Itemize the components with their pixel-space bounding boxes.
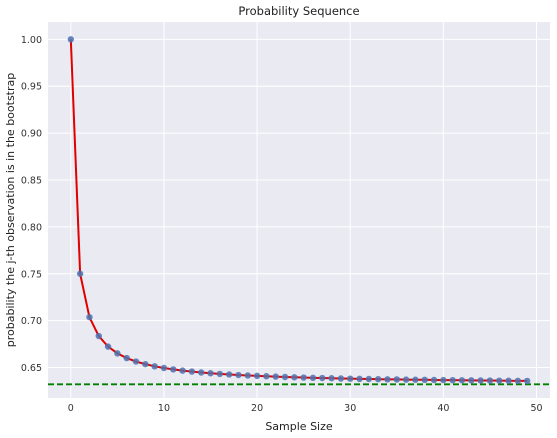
data-point bbox=[365, 375, 373, 383]
data-point bbox=[449, 376, 456, 384]
markers-group bbox=[67, 36, 531, 385]
x-tick-label: 0 bbox=[68, 403, 74, 414]
data-point bbox=[281, 373, 289, 381]
data-point bbox=[319, 374, 326, 382]
y-axis-label: probability the j-th observation is in t… bbox=[4, 73, 17, 348]
data-point bbox=[514, 377, 522, 385]
data-point bbox=[328, 375, 335, 382]
data-point bbox=[505, 377, 512, 384]
data-point bbox=[86, 313, 93, 321]
data-point bbox=[272, 373, 279, 380]
data-point bbox=[114, 350, 121, 357]
data-point bbox=[104, 343, 112, 350]
data-point bbox=[67, 36, 75, 43]
data-point bbox=[347, 375, 354, 382]
data-point bbox=[95, 332, 102, 340]
data-point bbox=[402, 376, 410, 383]
x-tick-label: 10 bbox=[158, 403, 170, 414]
data-point bbox=[356, 375, 363, 383]
data-point bbox=[253, 372, 261, 380]
data-point bbox=[263, 373, 270, 380]
data-point bbox=[393, 376, 400, 383]
data-point bbox=[412, 376, 419, 383]
plot-background bbox=[48, 22, 550, 398]
data-point bbox=[496, 377, 503, 384]
data-point bbox=[207, 370, 214, 377]
data-point bbox=[468, 377, 475, 384]
y-tick-label: 0.90 bbox=[21, 129, 42, 140]
data-point bbox=[337, 375, 345, 382]
data-point bbox=[300, 374, 307, 381]
y-tick-label: 0.65 bbox=[21, 363, 42, 374]
data-point bbox=[384, 376, 391, 383]
x-tick-labels: 0 10 20 30 40 50 bbox=[68, 403, 543, 414]
y-tick-label: 0.95 bbox=[21, 82, 42, 93]
data-point bbox=[123, 354, 130, 362]
data-point bbox=[458, 377, 466, 384]
data-point bbox=[170, 366, 177, 373]
x-tick-label: 40 bbox=[437, 403, 449, 414]
data-point bbox=[132, 358, 140, 365]
data-point bbox=[430, 376, 438, 384]
y-tick-labels: 0.65 0.70 0.75 0.80 0.85 0.90 0.95 1.00 bbox=[21, 35, 42, 374]
data-point bbox=[76, 270, 84, 277]
data-point bbox=[244, 372, 251, 379]
data-point bbox=[309, 374, 317, 382]
data-point bbox=[225, 371, 233, 378]
y-tick-label: 0.75 bbox=[21, 269, 42, 280]
y-tick-label: 0.80 bbox=[21, 222, 42, 233]
data-point bbox=[374, 375, 382, 383]
data-point bbox=[142, 360, 149, 368]
data-point bbox=[198, 369, 205, 376]
data-point bbox=[523, 377, 531, 385]
data-point bbox=[486, 377, 494, 384]
grid bbox=[48, 22, 550, 398]
data-point bbox=[188, 368, 196, 375]
data-point bbox=[440, 376, 447, 384]
chart-title: Probability Sequence bbox=[238, 4, 359, 18]
data-point bbox=[291, 374, 298, 381]
y-tick-label: 0.85 bbox=[21, 175, 42, 186]
data-point bbox=[216, 370, 224, 378]
data-point bbox=[235, 371, 242, 379]
data-point bbox=[477, 377, 484, 384]
data-point bbox=[179, 367, 186, 374]
data-point bbox=[151, 363, 158, 370]
data-point bbox=[421, 376, 428, 384]
y-tick-label: 1.00 bbox=[21, 35, 42, 46]
x-tick-label: 20 bbox=[251, 403, 263, 414]
data-point bbox=[160, 364, 168, 372]
x-axis-label: Sample Size bbox=[265, 420, 333, 433]
x-tick-label: 50 bbox=[530, 403, 542, 414]
y-tick-label: 0.70 bbox=[21, 316, 42, 327]
x-tick-label: 30 bbox=[344, 403, 356, 414]
